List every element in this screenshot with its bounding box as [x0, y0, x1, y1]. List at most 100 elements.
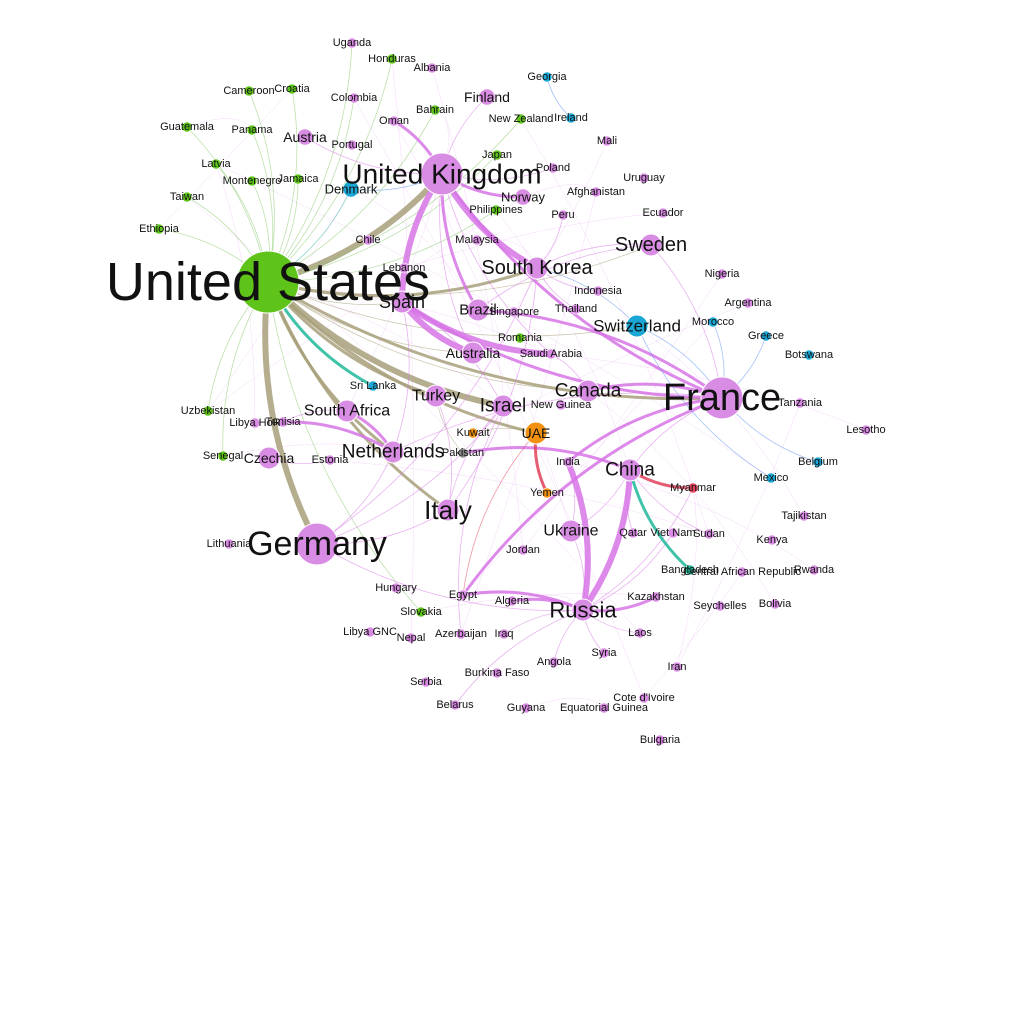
node-latvia[interactable]: [210, 158, 222, 170]
node-iran[interactable]: [671, 661, 683, 673]
node-seychelles[interactable]: [714, 600, 726, 612]
node-libya-gnc[interactable]: [364, 626, 376, 638]
node-uzbekistan[interactable]: [202, 405, 214, 417]
node-brazil[interactable]: [466, 298, 490, 322]
node-syria[interactable]: [598, 647, 610, 659]
node-canada[interactable]: [576, 379, 600, 403]
node-honduras[interactable]: [386, 53, 398, 65]
node-chile[interactable]: [362, 234, 374, 246]
node-egypt[interactable]: [457, 589, 469, 601]
node-lithuania[interactable]: [223, 538, 235, 550]
node-france[interactable]: [700, 376, 744, 420]
node-finland[interactable]: [478, 88, 496, 106]
node-united-states[interactable]: [236, 250, 300, 314]
node-south-korea[interactable]: [525, 256, 549, 280]
node-kenya[interactable]: [766, 534, 778, 546]
node-belarus[interactable]: [449, 699, 461, 711]
node-denmark[interactable]: [342, 180, 360, 198]
node-taiwan[interactable]: [181, 191, 193, 203]
node-kazakhstan[interactable]: [650, 591, 662, 603]
node-sweden[interactable]: [639, 233, 663, 257]
node-guatemala[interactable]: [181, 121, 193, 133]
node-algeria[interactable]: [506, 595, 518, 607]
node-libya-hor[interactable]: [249, 417, 261, 429]
node-guyana[interactable]: [520, 702, 532, 714]
node-qatar[interactable]: [627, 527, 639, 539]
node-mexico[interactable]: [765, 472, 777, 484]
node-angola[interactable]: [548, 656, 560, 668]
node-oman[interactable]: [388, 115, 400, 127]
node-myanmar[interactable]: [687, 482, 699, 494]
node-portugal[interactable]: [346, 139, 358, 151]
node-united-kingdom[interactable]: [420, 152, 464, 196]
node-equatorial-guinea[interactable]: [598, 702, 610, 714]
node-yemen[interactable]: [541, 487, 553, 499]
node-jordan[interactable]: [517, 544, 529, 556]
node-thailand[interactable]: [570, 303, 582, 315]
node-spain[interactable]: [390, 290, 414, 314]
node-poland[interactable]: [547, 162, 559, 174]
node-bahrain[interactable]: [429, 104, 441, 116]
node-singapore[interactable]: [508, 306, 520, 318]
node-netherlands[interactable]: [381, 440, 405, 464]
node-uganda[interactable]: [346, 37, 358, 49]
node-south-africa[interactable]: [335, 399, 359, 423]
node-ethiopia[interactable]: [153, 223, 165, 235]
node-pakistan[interactable]: [457, 447, 469, 459]
node-cameroon[interactable]: [243, 85, 255, 97]
node-lesotho[interactable]: [860, 424, 872, 436]
node-croatia[interactable]: [286, 83, 298, 95]
node-slovakia[interactable]: [415, 606, 427, 618]
node-greece[interactable]: [760, 330, 772, 342]
node-italy[interactable]: [436, 498, 460, 522]
node-india[interactable]: [562, 456, 574, 468]
node-sudan[interactable]: [703, 528, 715, 540]
node-russia[interactable]: [571, 598, 595, 622]
node-mali[interactable]: [601, 135, 613, 147]
node-viet-nam[interactable]: [667, 527, 679, 539]
node-ireland[interactable]: [565, 112, 577, 124]
node-malaysia[interactable]: [471, 234, 483, 246]
node-indonesia[interactable]: [592, 285, 604, 297]
node-peru[interactable]: [557, 209, 569, 221]
node-new-zealand[interactable]: [515, 113, 527, 125]
node-ecuador[interactable]: [657, 207, 669, 219]
node-romania[interactable]: [514, 332, 526, 344]
node-tajikistan[interactable]: [798, 510, 810, 522]
node-japan[interactable]: [491, 149, 503, 161]
node-georgia[interactable]: [541, 71, 553, 83]
node-germany[interactable]: [295, 522, 339, 566]
node-argentina[interactable]: [742, 297, 754, 309]
node-botswana[interactable]: [803, 349, 815, 361]
node-new-guinea[interactable]: [555, 399, 567, 411]
node-cote-divoire[interactable]: [638, 692, 650, 704]
node-nepal[interactable]: [405, 632, 417, 644]
node-afghanistan[interactable]: [590, 186, 602, 198]
node-turkey[interactable]: [424, 384, 448, 408]
node-bangladesh[interactable]: [684, 564, 696, 576]
node-nigeria[interactable]: [716, 268, 728, 280]
node-lebanon[interactable]: [398, 262, 410, 274]
node-philippines[interactable]: [490, 204, 502, 216]
node-australia[interactable]: [461, 341, 485, 365]
node-bulgaria[interactable]: [654, 734, 666, 746]
node-israel[interactable]: [491, 394, 515, 418]
node-laos[interactable]: [634, 627, 646, 639]
node-sri-lanka[interactable]: [367, 380, 379, 392]
node-serbia[interactable]: [420, 676, 432, 688]
node-estonia[interactable]: [324, 454, 336, 466]
node-czechia[interactable]: [257, 446, 281, 470]
node-iraq[interactable]: [498, 628, 510, 640]
node-uruguay[interactable]: [638, 172, 650, 184]
node-morocco[interactable]: [707, 316, 719, 328]
node-senegal[interactable]: [217, 450, 229, 462]
node-norway[interactable]: [514, 188, 532, 206]
node-austria[interactable]: [296, 128, 314, 146]
node-albania[interactable]: [426, 62, 438, 74]
node-tanzania[interactable]: [794, 397, 806, 409]
node-panama[interactable]: [246, 124, 258, 136]
node-switzerland[interactable]: [625, 314, 649, 338]
node-rwanda[interactable]: [808, 564, 820, 576]
node-uae[interactable]: [524, 421, 548, 445]
node-hungary[interactable]: [390, 582, 402, 594]
